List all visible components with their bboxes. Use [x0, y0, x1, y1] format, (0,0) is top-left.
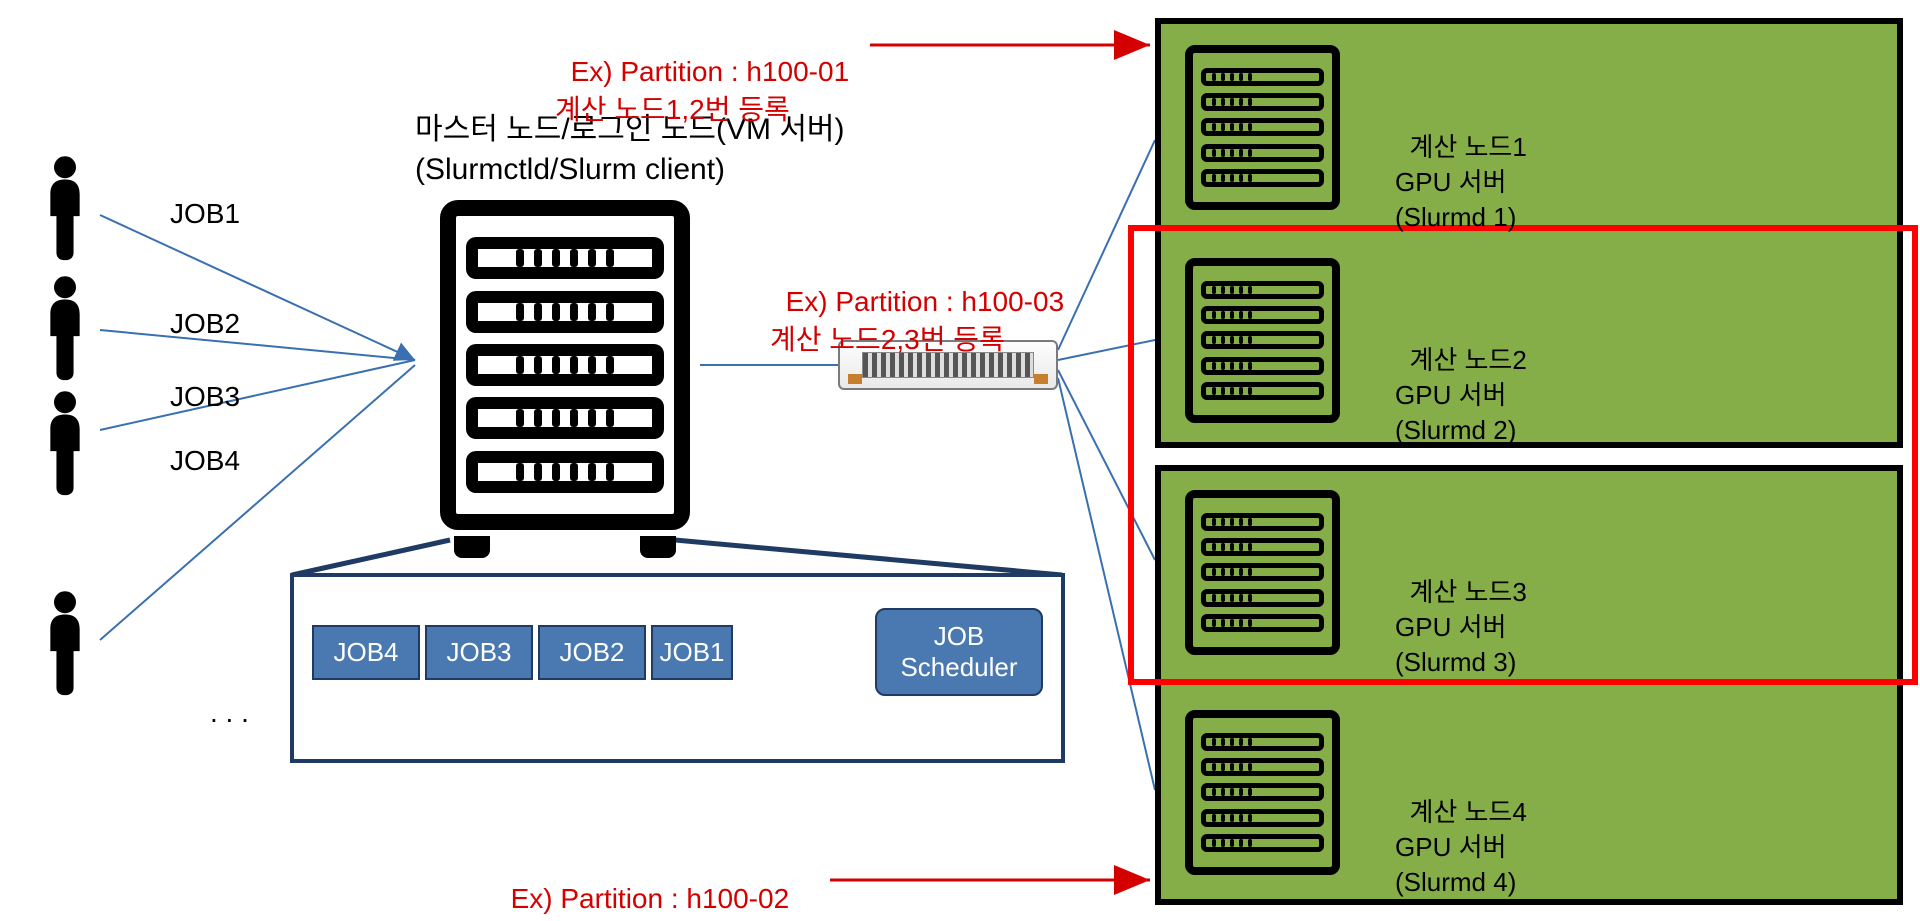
- job-scheduler: JOB Scheduler: [875, 608, 1043, 696]
- compute-node-rack-icon: [1185, 45, 1340, 210]
- user-icon: [40, 275, 90, 385]
- master-title-line2: (Slurmctld/Slurm client): [415, 150, 725, 191]
- job-label: JOB3: [170, 378, 240, 416]
- job-label: JOB4: [170, 442, 240, 480]
- scheduler-label-1: JOB: [900, 621, 1017, 652]
- user-icon: [40, 590, 90, 700]
- compute-node-label: 계산 노드4GPU 서버(Slurmd 4): [1395, 760, 1527, 900]
- compute-node-label: 계산 노드2GPU 서버(Slurmd 2): [1395, 308, 1527, 448]
- ellipsis: . . .: [210, 700, 249, 725]
- queue-job: JOB3: [425, 625, 533, 680]
- queue-job: JOB2: [538, 625, 646, 680]
- compute-node-label: 계산 노드1GPU 서버(Slurmd 1): [1395, 95, 1527, 235]
- user-icon: [40, 155, 90, 265]
- compute-node-label: 계산 노드3GPU 서버(Slurmd 3): [1395, 540, 1527, 680]
- compute-node-rack-icon: [1185, 710, 1340, 875]
- partition-annot-1: Ex) Partition : h100-01계산 노드1,2번 등록: [555, 15, 849, 128]
- queue-job-label: JOB2: [559, 637, 624, 668]
- queue-job-label: JOB1: [659, 637, 724, 668]
- queue-job-label: JOB3: [446, 637, 511, 668]
- queue-job: JOB1: [651, 625, 733, 680]
- job-label: JOB2: [170, 305, 240, 343]
- scheduler-label-2: Scheduler: [900, 652, 1017, 683]
- partition-annot-2: Ex) Partition : h100-02계산 노드3,4번 등록: [495, 842, 789, 921]
- partition-annot-3: Ex) Partition : h100-03계산 노드2,3번 등록: [770, 245, 1064, 358]
- queue-job-label: JOB4: [333, 637, 398, 668]
- compute-node-rack-icon: [1185, 490, 1340, 655]
- job-label: JOB1: [170, 195, 240, 233]
- user-icon: [40, 390, 90, 500]
- master-rack-icon: [440, 200, 690, 530]
- queue-job: JOB4: [312, 625, 420, 680]
- compute-node-rack-icon: [1185, 258, 1340, 423]
